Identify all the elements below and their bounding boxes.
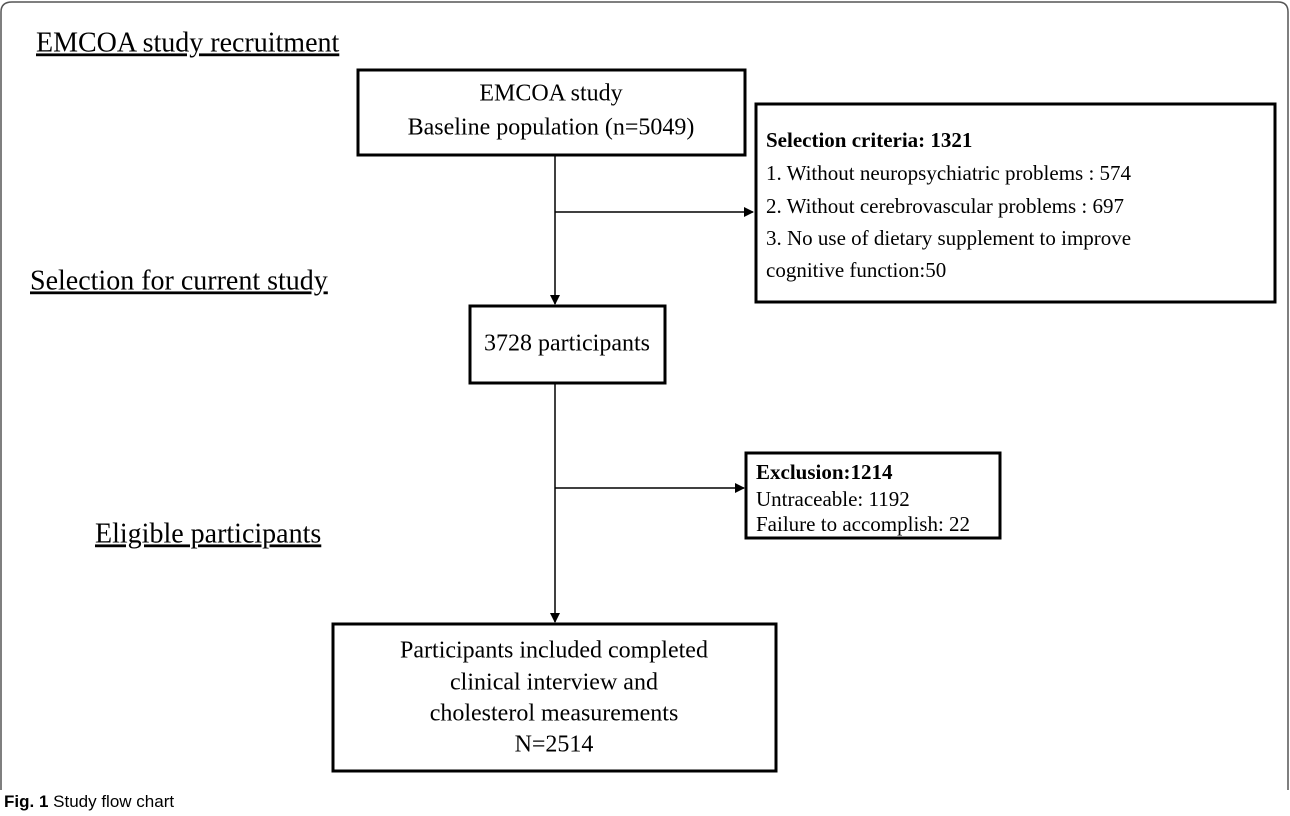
side-text: 3. No use of dietary supplement to impro… <box>766 226 1131 250</box>
node-text: cholesterol measurements <box>430 701 679 727</box>
node-text: Participants included completed <box>400 638 708 664</box>
node-text: 3728 participants <box>484 331 650 357</box>
side-title: Exclusion:1214 <box>756 460 893 484</box>
stage-label: Eligible participants <box>95 518 321 549</box>
caption-label: Fig. 1 <box>4 792 48 811</box>
side-box <box>744 451 1002 540</box>
side-text: 2. Without cerebrovascular problems : 69… <box>766 194 1124 218</box>
node-text: N=2514 <box>515 732 594 758</box>
node-text: clinical interview and <box>450 670 658 696</box>
node-box <box>331 622 778 773</box>
side-text: Untraceable: 1192 <box>756 487 910 511</box>
stage-label: EMCOA study recruitment <box>36 27 340 58</box>
side-text: cognitive function:50 <box>766 258 946 282</box>
node-box <box>468 304 667 385</box>
frame <box>0 1 1289 790</box>
node-box <box>356 68 747 157</box>
side-box <box>754 102 1277 304</box>
caption-text: Study flow chart <box>53 792 174 811</box>
side-title: Selection criteria: 1321 <box>766 128 972 152</box>
node-text: Baseline population (n=5049) <box>408 115 695 141</box>
stage-label: Selection for current study <box>30 265 328 296</box>
caption: Fig. 1 Study flow chart <box>4 792 174 811</box>
side-text: Failure to accomplish: 22 <box>756 512 970 536</box>
node-text: EMCOA study <box>479 81 622 107</box>
side-text: 1. Without neuropsychiatric problems : 5… <box>766 161 1132 185</box>
